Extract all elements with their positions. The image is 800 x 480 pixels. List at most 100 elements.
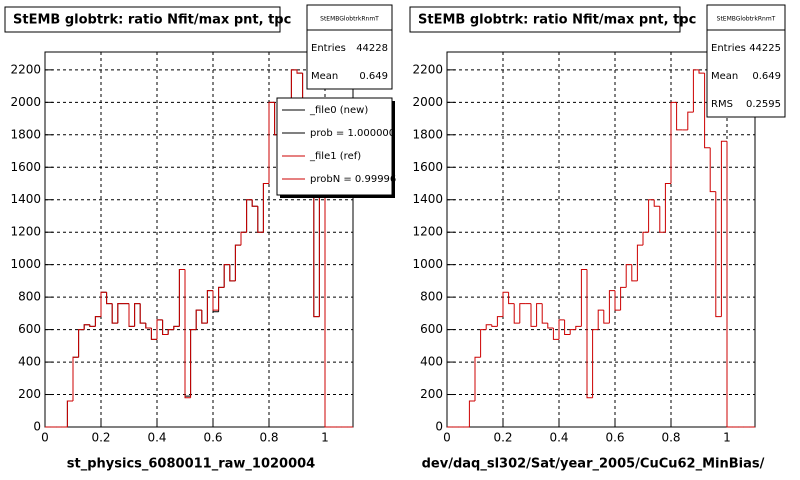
y-tick-label: 800: [420, 290, 443, 304]
histogram-bin: [234, 244, 241, 281]
y-tick-label: 0: [33, 420, 41, 434]
histogram-bin: [212, 290, 219, 311]
histogram-bin: [229, 264, 236, 282]
histogram-bin: [552, 327, 559, 340]
histogram-bin: [139, 303, 146, 324]
histogram-bin: [251, 199, 258, 207]
stats-label: Entries: [711, 43, 746, 54]
histogram-bin: [296, 69, 303, 74]
histogram-bin: [670, 101, 677, 184]
histogram-bin: [72, 356, 79, 402]
y-tick-label: 200: [18, 387, 41, 401]
histogram-bin: [704, 73, 711, 149]
histogram-bin: [536, 303, 543, 327]
histogram-bin: [468, 400, 475, 427]
histogram-bin: [491, 324, 498, 327]
histogram-bin: [496, 316, 503, 327]
x-tick-label: 0.8: [661, 431, 680, 445]
histogram-bin: [83, 324, 90, 330]
x-tick-label: 0: [41, 431, 49, 445]
histogram-bin: [190, 329, 197, 398]
stats-value: 44228: [356, 43, 388, 54]
histogram-bin: [201, 310, 208, 324]
y-tick-label: 600: [420, 322, 443, 336]
histogram-bin: [530, 303, 537, 327]
y-tick-label: 600: [18, 322, 41, 336]
histogram-bin: [134, 303, 141, 327]
histogram-bin: [162, 319, 169, 335]
histogram-bin: [608, 290, 615, 324]
title-box: [4, 6, 281, 33]
legend-label: _file1 (ref): [309, 151, 361, 162]
stats-label: Entries: [311, 43, 346, 54]
histogram-bin: [620, 286, 627, 311]
histogram-bin: [173, 325, 180, 330]
histogram-bin: [240, 231, 247, 246]
stats-title: StEMBGlobtrkRnmT: [717, 16, 776, 23]
histogram-bin: [558, 319, 565, 340]
histogram-bin: [631, 264, 638, 282]
histogram-bin: [66, 400, 73, 427]
y-tick-label: 2000: [412, 95, 443, 109]
x-tick-label: 1: [321, 431, 329, 445]
stats-label: Mean: [311, 71, 338, 82]
y-tick-label: 2200: [10, 62, 41, 76]
histogram-bin: [625, 264, 632, 288]
y-tick-label: 1200: [10, 225, 41, 239]
y-tick-label: 1000: [412, 257, 443, 271]
x-tick-label: 0.2: [91, 431, 110, 445]
histogram-bin: [324, 141, 331, 428]
x-tick-label: 0: [443, 431, 451, 445]
stats-box: [306, 4, 393, 90]
y-tick-label: 1200: [412, 225, 443, 239]
histogram-bin: [111, 303, 118, 324]
histogram-bin: [150, 327, 157, 340]
y-tick-label: 1800: [10, 127, 41, 141]
histogram-bin: [94, 316, 101, 327]
chart-title: StEMB globtrk: ratio Nfit/max pnt, tpc: [418, 13, 696, 28]
stats-value: 0.649: [752, 71, 781, 82]
title-box: [409, 6, 681, 33]
histogram-bin: [262, 182, 269, 233]
stats-box: [706, 4, 786, 118]
chart-title: StEMB globtrk: ratio Nfit/max pnt, tpc: [13, 13, 291, 28]
legend-label: probN = 0.99996: [310, 174, 396, 185]
x-tick-label: 1: [723, 431, 731, 445]
stats-title: StEMBGlobtrkRnmT: [320, 16, 379, 23]
histogram-bin: [659, 206, 666, 233]
y-tick-label: 1600: [412, 160, 443, 174]
histogram-bin: [709, 147, 716, 193]
histogram-bin: [648, 199, 655, 233]
histogram-bin: [184, 269, 191, 399]
histogram-bin: [541, 303, 548, 324]
histogram-bin: [117, 303, 124, 324]
y-tick-label: 0: [435, 420, 443, 434]
histogram-bin: [485, 324, 492, 330]
histogram-bin: [575, 325, 582, 330]
histogram-bin: [715, 191, 722, 318]
histogram-bin: [106, 292, 113, 305]
x-tick-label: 0.8: [259, 431, 278, 445]
histogram-bin: [687, 111, 694, 130]
y-tick-label: 1800: [412, 127, 443, 141]
y-tick-label: 400: [18, 355, 41, 369]
histogram-bin: [195, 309, 202, 330]
y-tick-label: 200: [420, 387, 443, 401]
histogram-bin: [720, 140, 727, 317]
histogram-bin: [698, 69, 705, 74]
histogram-bin: [519, 303, 526, 324]
histogram-bin: [580, 269, 587, 327]
y-tick-label: 1600: [10, 160, 41, 174]
x-tick-label: 0.4: [147, 431, 166, 445]
histogram-bin: [89, 324, 96, 327]
histogram-bin: [78, 329, 85, 358]
stats-label: Mean: [711, 71, 738, 82]
legend-label: _file0 (new): [309, 105, 368, 116]
histogram-bin: [592, 329, 599, 398]
histogram-bin: [246, 199, 253, 233]
histogram-bin: [100, 291, 107, 317]
y-tick-label: 2000: [10, 95, 41, 109]
x-tick-label: 0.2: [493, 431, 512, 445]
